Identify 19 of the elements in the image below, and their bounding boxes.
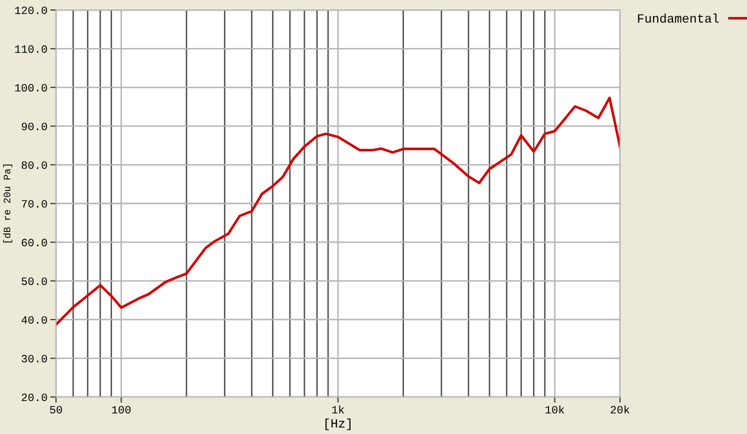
y-tick-label: 20.0: [22, 394, 47, 402]
y-tick-label: 40.0: [22, 316, 47, 324]
y-tick-label: 30.0: [22, 354, 47, 362]
y-tick-label: 120.0: [15, 6, 47, 14]
x-tick-label: 10k: [546, 405, 564, 414]
x-tick-label: 1k: [332, 405, 344, 414]
y-tick-label: 70.0: [22, 200, 47, 208]
y-tick-label: 90.0: [22, 122, 47, 130]
y-tick-label: 60.0: [22, 238, 47, 246]
y-tick-label: 100.0: [15, 84, 47, 92]
x-tick-label: 100: [112, 406, 131, 414]
y-tick-label: 80.0: [22, 161, 47, 169]
legend-label: Fundamental: [638, 14, 719, 23]
y-axis-title: [dB re 20u Pa]: [3, 164, 12, 242]
x-axis-title: [Hz]: [326, 418, 350, 430]
x-tick-label: 50: [50, 406, 62, 414]
y-tick-label: 50.0: [22, 277, 47, 286]
y-tick-label: 110.0: [15, 45, 47, 53]
x-tick-label: 20k: [610, 405, 630, 414]
